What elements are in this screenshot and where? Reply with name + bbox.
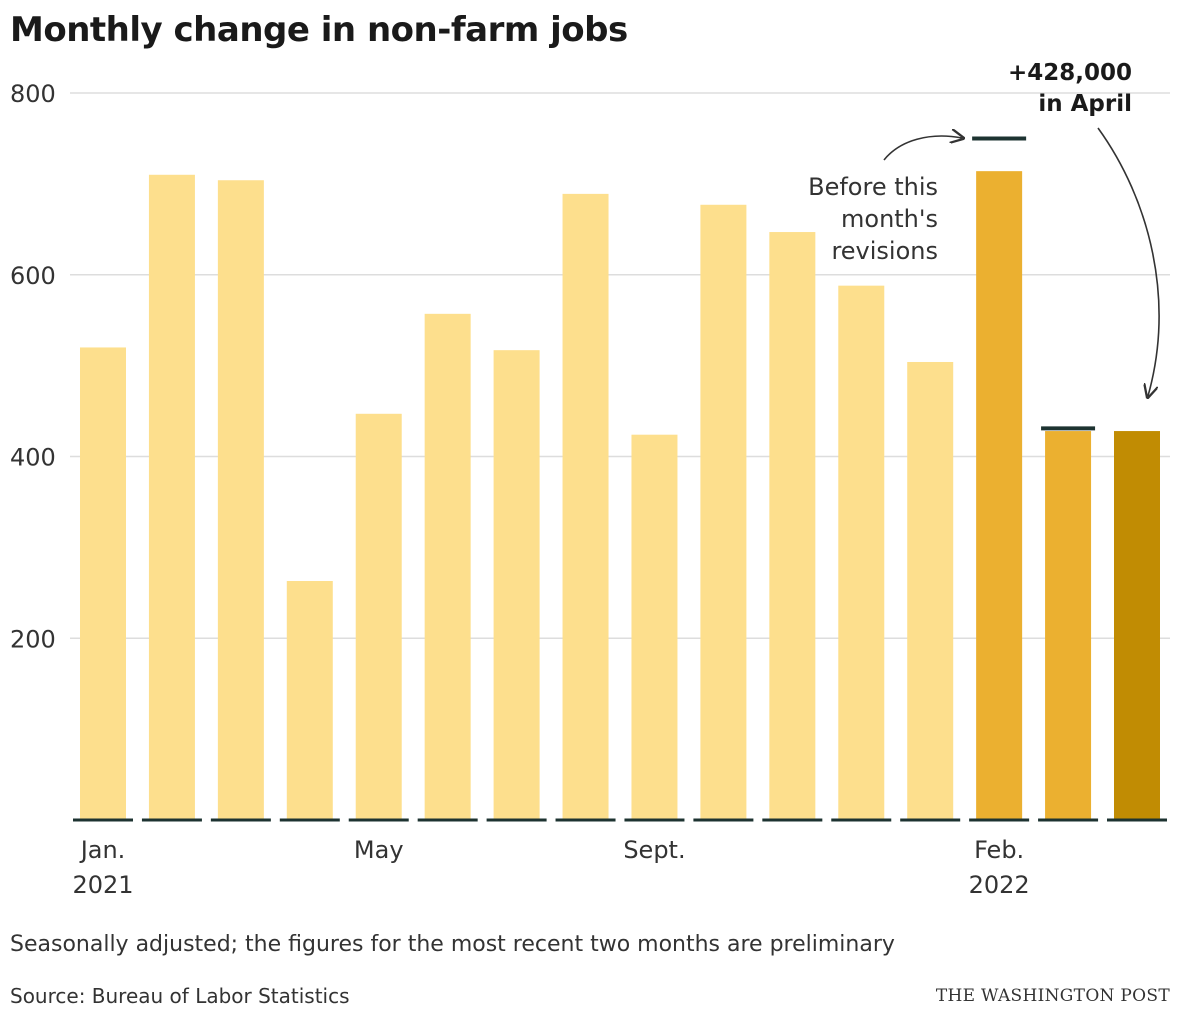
revision-marks [972, 136, 1096, 431]
y-tick-label: 800 [10, 80, 56, 108]
revision-note-line-3: revisions [831, 237, 938, 265]
chart-credit: THE WASHINGTON POST [935, 986, 1170, 1006]
bar [355, 413, 402, 820]
chart-title: Monthly change in non-farm jobs [10, 10, 628, 50]
bar [286, 580, 333, 820]
bar [148, 174, 195, 821]
annotations: Before this month's revisions +428,000 i… [808, 60, 1160, 396]
bar [907, 361, 954, 820]
bar [1114, 431, 1160, 820]
x-tick-label: Feb. [974, 836, 1024, 864]
y-tick-label: 600 [10, 262, 56, 290]
bar [631, 434, 678, 820]
callout-line-2: in April [1038, 91, 1132, 117]
callout-arrow [1097, 127, 1160, 396]
y-tick-label: 200 [10, 625, 56, 653]
bar [700, 204, 747, 820]
x-tick-label: Sept. [623, 836, 685, 864]
bar [424, 313, 471, 820]
x-tick-label: 2021 [72, 871, 133, 899]
y-tick-label: 400 [10, 444, 56, 472]
bar [838, 285, 885, 820]
x-tick-label: May [354, 836, 404, 864]
bar [493, 350, 540, 820]
revision-arrow [883, 136, 962, 161]
callout-line-1: +428,000 [1008, 60, 1132, 86]
x-tick-label: 2022 [969, 871, 1030, 899]
bar [562, 193, 609, 821]
bar-chart: 200 400 600 800 Jan. 2021 May Sept. Feb. 2022 Be… [10, 60, 1170, 899]
bar [80, 347, 126, 820]
bar [976, 171, 1023, 821]
bar [769, 232, 816, 820]
revision-note-line-1: Before this [808, 173, 938, 201]
chart-source: Source: Bureau of Labor Statistics [10, 984, 350, 1008]
revision-note-line-2: month's [841, 205, 938, 233]
bar [1045, 431, 1092, 820]
x-axis-labels: Jan. 2021 May Sept. Feb. 2022 [72, 836, 1029, 899]
bars [80, 171, 1160, 821]
chart-footnote: Seasonally adjusted; the figures for the… [10, 932, 895, 957]
bar [217, 180, 264, 821]
x-tick-label: Jan. [79, 836, 126, 864]
